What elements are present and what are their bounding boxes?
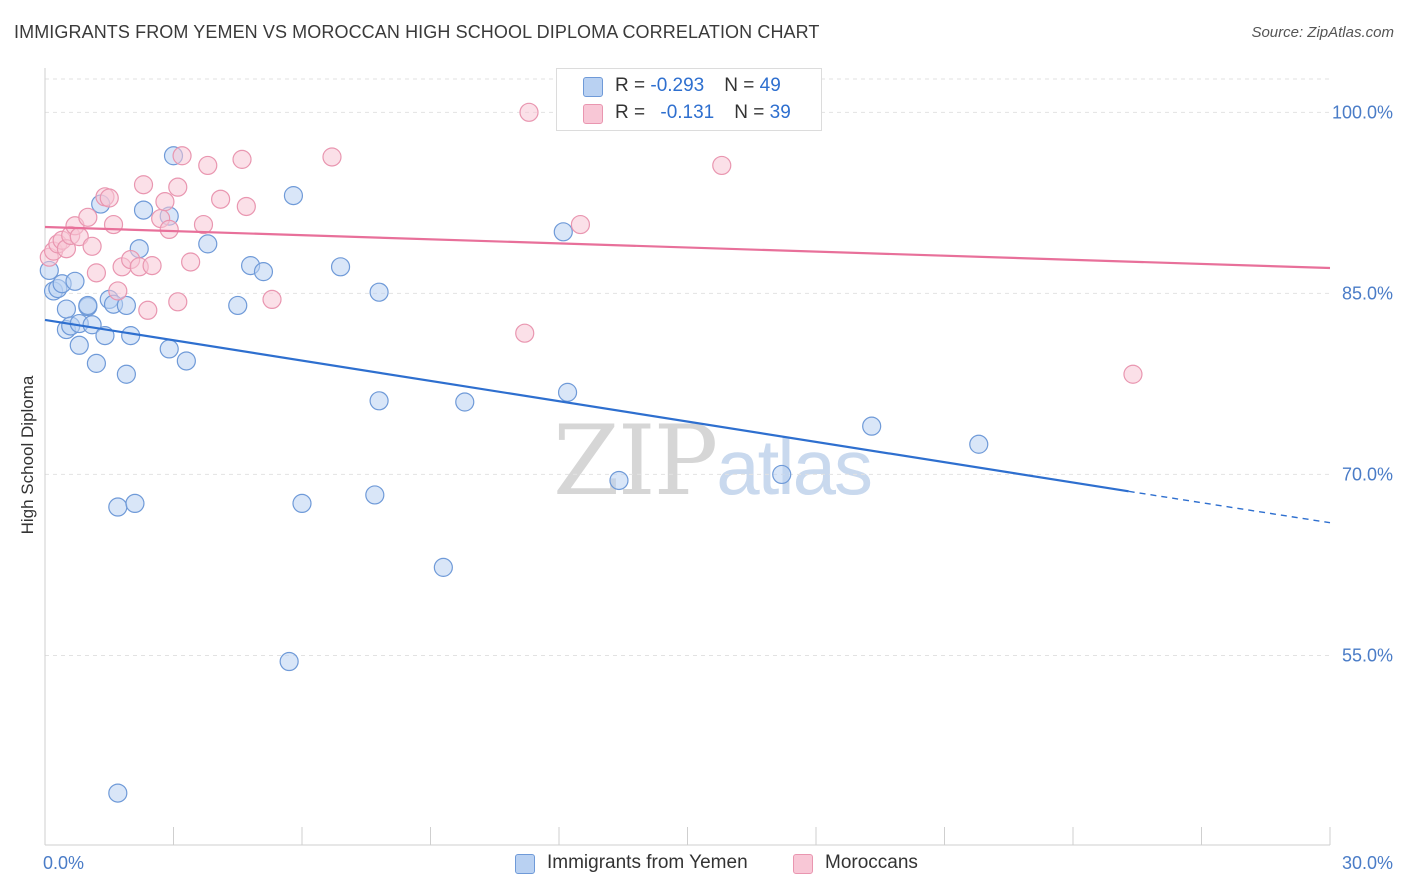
correlation-legend: R = -0.293 N = 49 R = -0.131 N = 39 <box>556 68 822 131</box>
y-tick-label: 70.0% <box>1342 464 1393 484</box>
yemen-point <box>772 464 792 485</box>
moroccan-point <box>193 214 214 235</box>
watermark: ZIPatlas <box>553 405 873 517</box>
yemen-point <box>121 326 141 346</box>
yemen-trend-line <box>44 318 1129 493</box>
moroccan-point <box>142 256 162 276</box>
moroccan-point <box>138 300 158 320</box>
yemen-point <box>108 497 128 517</box>
yemen-point <box>69 335 89 355</box>
moroccan-point <box>99 188 119 208</box>
bottom-legend-label-yemen: Immigrants from Yemen <box>547 852 748 873</box>
yemen-point <box>330 257 351 277</box>
moroccan-point <box>322 147 342 167</box>
yemen-point <box>125 493 145 514</box>
moroccan-point <box>519 102 539 122</box>
x-tick-label: 30.0% <box>1342 853 1393 873</box>
chart-title: IMMIGRANTS FROM YEMEN VS MOROCCAN HIGH S… <box>14 22 820 42</box>
moroccan-point <box>159 219 179 240</box>
yemen-point <box>253 262 274 282</box>
watermark-zip: ZIP <box>553 405 718 517</box>
yemen-point <box>279 651 299 672</box>
yemen-point <box>557 382 578 402</box>
moroccan-point <box>172 146 192 166</box>
yemen-point <box>369 391 389 411</box>
moroccan-point <box>168 177 188 197</box>
y-tick-label: 85.0% <box>1342 283 1393 303</box>
yemen-point <box>86 353 107 373</box>
yemen-point <box>159 339 179 359</box>
yemen-point <box>365 485 385 505</box>
moroccan-point <box>86 263 107 283</box>
yemen-point <box>369 282 389 302</box>
data-points <box>39 102 1143 803</box>
legend-text-yemen: R = -0.293 N = 49 <box>615 75 781 97</box>
yemen-point <box>82 315 102 335</box>
bottom-legend-label-moroccans: Moroccans <box>825 852 918 873</box>
legend-swatch-yemen <box>583 77 603 97</box>
moroccan-point <box>108 281 128 301</box>
yemen-point <box>78 295 98 316</box>
yemen-point <box>116 295 136 316</box>
yemen-trend-extension <box>1128 490 1331 524</box>
yemen-point <box>283 186 304 206</box>
y-tick-label: 55.0% <box>1342 645 1393 665</box>
legend-n-label: N = <box>734 102 770 123</box>
yemen-point <box>862 416 882 436</box>
yemen-point <box>292 493 312 514</box>
trend-lines <box>44 225 1331 524</box>
yemen-point <box>176 351 196 371</box>
yemen-point <box>228 295 248 316</box>
moroccan-point <box>211 189 231 209</box>
axes <box>44 68 1331 846</box>
yemen-point <box>65 271 85 291</box>
legend-r-label: R = <box>615 75 651 96</box>
moroccan-point <box>232 149 252 169</box>
moroccan-point <box>198 155 218 176</box>
legend-text-moroccans: R = -0.131 N = 39 <box>615 102 791 124</box>
legend-n-label: N = <box>724 75 760 96</box>
legend-r-value: -0.293 <box>650 75 705 96</box>
x-tick-label: 0.0% <box>43 853 84 873</box>
moroccan-point <box>82 236 102 256</box>
y-tick-label: 100.0% <box>1332 102 1393 122</box>
moroccan-point <box>712 155 732 176</box>
moroccan-point <box>181 252 201 272</box>
legend-n-value: 49 <box>759 75 781 96</box>
yemen-point <box>116 364 136 384</box>
moroccan-point <box>78 207 98 227</box>
yemen-point <box>108 783 128 803</box>
moroccan-point <box>1123 364 1143 384</box>
tick-labels: 100.0% 85.0% 70.0% 55.0% 0.0% 30.0% <box>43 102 1393 873</box>
yemen-point <box>969 434 989 454</box>
yemen-point <box>133 200 154 220</box>
bottom-legend-swatch-moroccans <box>793 854 813 874</box>
legend-r-label: R = <box>615 102 651 123</box>
yemen-point <box>433 557 453 577</box>
yemen-point <box>198 234 218 254</box>
yemen-point <box>609 470 629 491</box>
legend-r-value: -0.131 <box>660 102 715 123</box>
moroccan-point <box>155 192 175 212</box>
legend-n-value: 39 <box>769 102 791 123</box>
moroccan-point <box>236 196 256 217</box>
moroccan-point <box>168 292 188 312</box>
yemen-point <box>553 222 573 242</box>
bottom-legend-swatch-yemen <box>515 854 535 874</box>
yemen-point <box>455 392 475 412</box>
moroccan-trend-line <box>44 225 1331 270</box>
moroccan-point <box>103 214 124 235</box>
legend-swatch-moroccans <box>583 104 603 124</box>
moroccan-point <box>570 214 591 235</box>
source-label: Source: ZipAtlas.com <box>1251 24 1394 41</box>
moroccan-point <box>515 323 535 343</box>
yemen-point <box>56 299 77 319</box>
moroccan-point <box>262 289 282 310</box>
moroccan-point <box>133 175 154 195</box>
